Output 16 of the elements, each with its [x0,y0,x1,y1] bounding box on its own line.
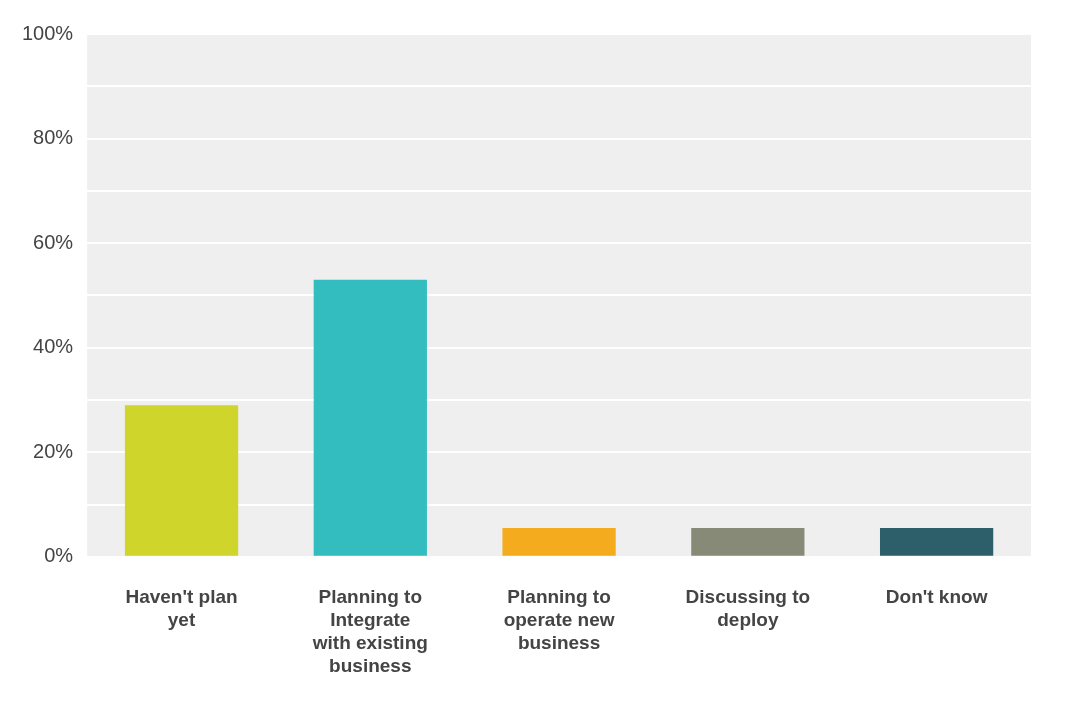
y-tick-label: 0% [44,544,74,567]
y-tick-label: 20% [33,439,74,462]
bar [691,528,805,556]
y-tick-label: 40% [33,335,74,358]
bar [313,279,427,556]
x-tick-label: Haven't plan yet [125,586,238,631]
x-tick-label: Planning to operate new business [503,586,615,654]
x-tick-label: Don't know [885,586,988,608]
bar [502,528,616,556]
y-tick-label: 100% [22,21,74,44]
y-tick-label: 60% [33,230,74,253]
x-tick-label: Discussing to deploy [685,586,811,631]
bar [124,405,239,556]
bar [879,528,994,556]
x-tick-label: Planning to Integrate with existing business [311,586,428,676]
y-tick-label: 80% [33,126,74,149]
